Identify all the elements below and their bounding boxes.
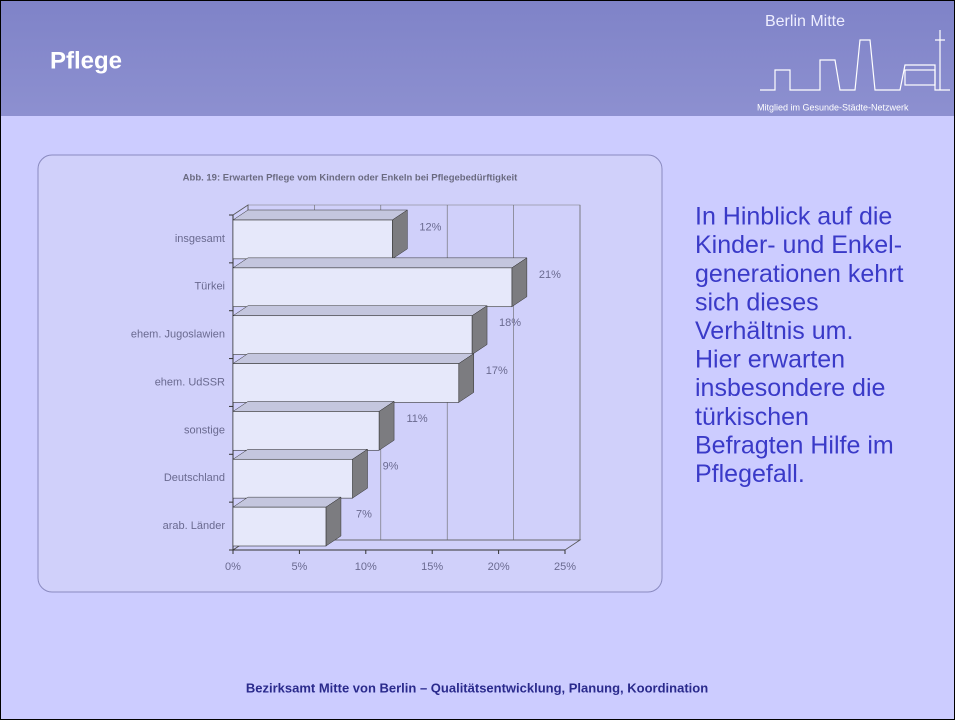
header-band	[1, 1, 954, 116]
bar	[232, 458, 353, 499]
bar-top	[232, 257, 528, 269]
bar-top	[232, 496, 342, 508]
body-line: generationen kehrt	[695, 260, 904, 288]
x-tick-label: 25%	[554, 561, 576, 573]
body-line: In Hinblick auf die	[695, 203, 892, 231]
body-line: Pflegefall.	[695, 460, 805, 488]
body-line: sich dieses	[695, 288, 819, 316]
slide-title: Pflege	[50, 47, 122, 74]
chart-title: Abb. 19: Erwarten Pflege vom Kindern ode…	[183, 173, 519, 184]
value-label: 7%	[356, 508, 372, 520]
bar-top	[232, 449, 369, 460]
bar	[232, 267, 513, 308]
y-tick-label: Türkei	[194, 281, 225, 293]
y-tick-label: Deutschland	[164, 472, 225, 484]
body-line: türkischen	[695, 403, 809, 431]
bar	[232, 363, 460, 403]
y-tick-label: insgesamt	[175, 233, 225, 245]
value-label: 17%	[486, 365, 508, 377]
bar	[232, 411, 380, 451]
footer: Bezirksamt Mitte von Berlin – Qualitätse…	[246, 680, 708, 695]
bar	[232, 315, 473, 355]
value-label: 9%	[383, 461, 399, 473]
body-line: insbesondere die	[695, 374, 885, 402]
body-line: Kinder- und Enkel-	[695, 231, 902, 259]
bar-top	[232, 305, 488, 316]
x-tick-label: 15%	[421, 561, 443, 573]
logo-title: Berlin Mitte	[765, 13, 845, 30]
x-tick-label: 10%	[355, 561, 377, 573]
bar-top	[232, 353, 475, 364]
x-tick-label: 20%	[488, 561, 510, 573]
bar-top	[232, 401, 395, 412]
x-tick-label: 0%	[225, 561, 241, 573]
value-label: 11%	[406, 413, 427, 425]
value-label: 21%	[539, 269, 561, 281]
body-line: Hier erwarten	[695, 346, 845, 374]
y-tick-label: ehem. UdSSR	[155, 376, 225, 388]
plot: 0% 5% 10% 15% 20% 25% insgesamt 12% Türkei 21% ehe…	[131, 204, 582, 573]
body-line: Verhältnis um.	[695, 317, 853, 345]
bar-top	[232, 209, 409, 221]
bar	[232, 506, 327, 547]
value-label: 18%	[499, 317, 521, 329]
logo-subtitle: Mitglied im Gesunde-Städte-Netzwerk	[757, 102, 909, 112]
x-tick-label: 5%	[291, 561, 307, 573]
y-tick-label: arab. Länder	[163, 520, 226, 532]
value-label: 12%	[419, 221, 441, 233]
bar	[232, 219, 393, 260]
logo	[760, 30, 950, 91]
y-tick-label: ehem. Jugoslawien	[131, 329, 225, 341]
body-line: Befragten Hilfe im	[695, 431, 894, 459]
y-tick-label: sonstige	[184, 424, 225, 436]
